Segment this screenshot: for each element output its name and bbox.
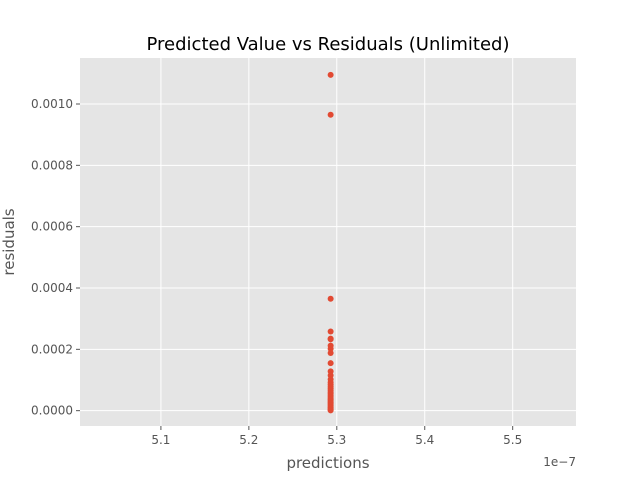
y-tick-label: 0.0000	[31, 404, 73, 418]
x-axis-label: predictions	[286, 454, 369, 472]
scatter-point	[327, 360, 334, 367]
grid-lines	[80, 58, 576, 426]
scatter-point	[327, 295, 334, 302]
scatter-point	[327, 336, 334, 343]
scatter-point	[327, 407, 334, 414]
scatter-point	[327, 350, 334, 357]
y-tick-label: 0.0010	[31, 97, 73, 111]
y-tick-label: 0.0006	[31, 220, 73, 234]
y-tick-label: 0.0004	[31, 281, 73, 295]
scatter-point	[327, 71, 334, 78]
axis-ticks: 5.1 5.2 5.3 5.4 5.5 0.0000 0.0002 0.0004 0.0006 0…	[31, 97, 522, 447]
x-axis-offset-label: 1e−7	[543, 455, 576, 469]
x-tick-label: 5.3	[327, 433, 346, 447]
x-tick-label: 5.4	[415, 433, 434, 447]
scatter-point	[327, 345, 334, 352]
plot-area	[80, 58, 576, 426]
scatter-point	[327, 111, 334, 118]
y-tick-label: 0.0008	[31, 158, 73, 172]
x-tick-label: 5.2	[239, 433, 258, 447]
x-tick-label: 5.1	[151, 433, 170, 447]
y-axis-label: residuals	[0, 208, 18, 275]
y-tick-label: 0.0002	[31, 342, 73, 356]
data-points	[327, 71, 334, 414]
chart-title: Predicted Value vs Residuals (Unlimited)	[147, 34, 510, 55]
scatter-point	[327, 328, 334, 335]
x-tick-label: 5.5	[503, 433, 522, 447]
